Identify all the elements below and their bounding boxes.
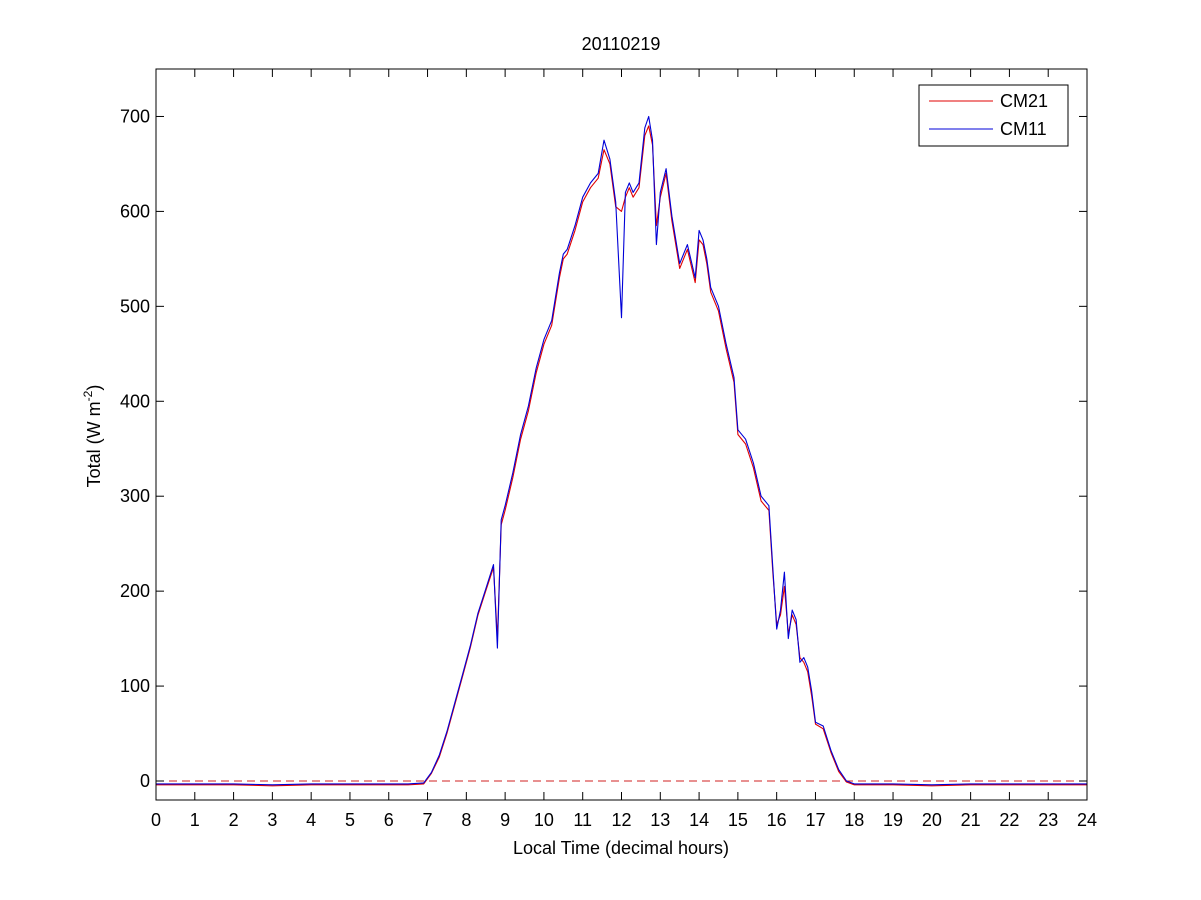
x-tick-label: 24: [1077, 810, 1097, 830]
x-axis-ticks: 0 1 2 3 4 5 6 7 8 9 10 11 12 13 14 15 16 17 18 19 20 21 22 23 24: [151, 69, 1097, 830]
legend: CM21 CM11: [918, 84, 1069, 147]
x-tick-label: 16: [767, 810, 787, 830]
y-tick-label: 200: [120, 581, 150, 601]
y-axis-label-main: Total (W m: [84, 401, 104, 487]
x-tick-label: 8: [461, 810, 471, 830]
x-tick-label: 19: [883, 810, 903, 830]
x-tick-label: 17: [805, 810, 825, 830]
x-tick-label: 3: [267, 810, 277, 830]
y-tick-label: 600: [120, 201, 150, 221]
x-tick-label: 18: [844, 810, 864, 830]
x-tick-label: 14: [689, 810, 709, 830]
y-tick-label: 0: [140, 771, 150, 791]
x-tick-label: 15: [728, 810, 748, 830]
x-tick-label: 9: [500, 810, 510, 830]
y-tick-label: 400: [120, 391, 150, 411]
x-axis-label: Local Time (decimal hours): [513, 838, 729, 858]
x-tick-label: 4: [306, 810, 316, 830]
x-tick-label: 22: [999, 810, 1019, 830]
x-tick-label: 2: [229, 810, 239, 830]
y-tick-label: 300: [120, 486, 150, 506]
series-line-cm11: [156, 115, 1087, 786]
x-tick-label: 7: [423, 810, 433, 830]
y-tick-label: 500: [120, 296, 150, 316]
legend-box: [918, 84, 1069, 147]
x-tick-label: 5: [345, 810, 355, 830]
x-tick-label: 13: [650, 810, 670, 830]
x-tick-label: 6: [384, 810, 394, 830]
x-tick-label: 21: [961, 810, 981, 830]
y-tick-label: 100: [120, 676, 150, 696]
legend-label-cm21: CM21: [1000, 91, 1048, 111]
x-tick-label: 10: [534, 810, 554, 830]
x-tick-label: 0: [151, 810, 161, 830]
legend-label-cm11: CM11: [1000, 119, 1047, 139]
x-tick-label: 23: [1038, 810, 1058, 830]
chart-title: 20110219: [582, 34, 661, 54]
x-tick-label: 20: [922, 810, 942, 830]
y-tick-label: 700: [120, 106, 150, 126]
x-tick-label: 11: [573, 810, 592, 830]
x-tick-label: 12: [611, 810, 631, 830]
x-tick-label: 1: [190, 810, 200, 830]
y-axis-label: Total (W m-2): [81, 385, 104, 488]
y-axis-label-close: ): [84, 385, 104, 391]
y-axis-ticks: 0 100 200 300 400 500 600 700: [120, 106, 1087, 791]
plot-area: [156, 115, 1087, 787]
y-axis-label-exponent: -2: [81, 390, 95, 401]
